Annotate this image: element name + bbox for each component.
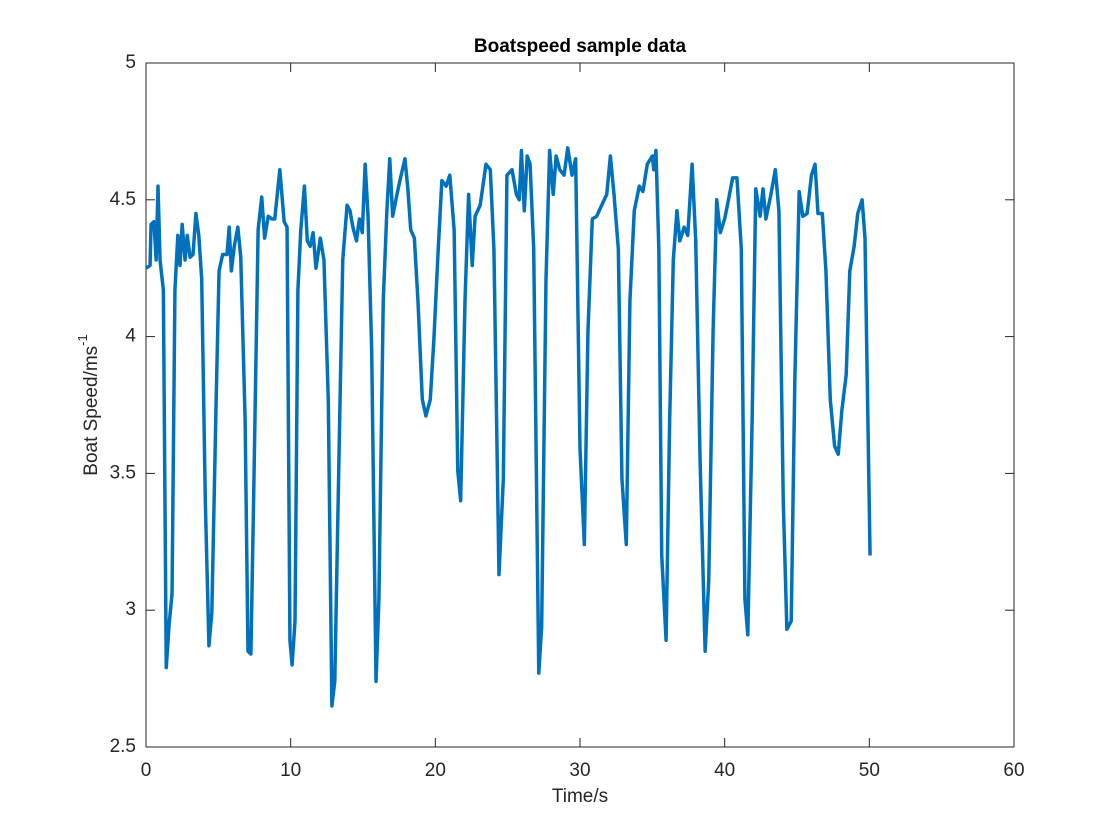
y-tick-label: 4.5 xyxy=(110,189,136,210)
x-tick-label: 60 xyxy=(1003,760,1024,781)
x-tick-label: 10 xyxy=(280,760,301,781)
x-axis-label: Time/s xyxy=(552,786,608,807)
y-axis-label-superscript: -1 xyxy=(75,334,90,346)
y-tick-label: 4 xyxy=(125,326,136,347)
x-tick-label: 40 xyxy=(714,760,735,781)
y-axis-label-text: Boat Speed/ms xyxy=(81,346,102,476)
y-tick-label: 2.5 xyxy=(110,736,136,757)
y-tick-label: 5 xyxy=(125,52,136,73)
x-tick-label: 20 xyxy=(425,760,446,781)
y-tick-label: 3 xyxy=(125,599,136,620)
chart-title: Boatspeed sample data xyxy=(474,36,687,57)
x-tick-label: 30 xyxy=(569,760,590,781)
y-tick-label: 3.5 xyxy=(110,462,136,483)
data-line xyxy=(145,146,872,708)
y-axis-label: Boat Speed/ms-1 xyxy=(75,334,102,475)
x-tick-label: 0 xyxy=(141,760,152,781)
x-tick-label: 50 xyxy=(859,760,880,781)
